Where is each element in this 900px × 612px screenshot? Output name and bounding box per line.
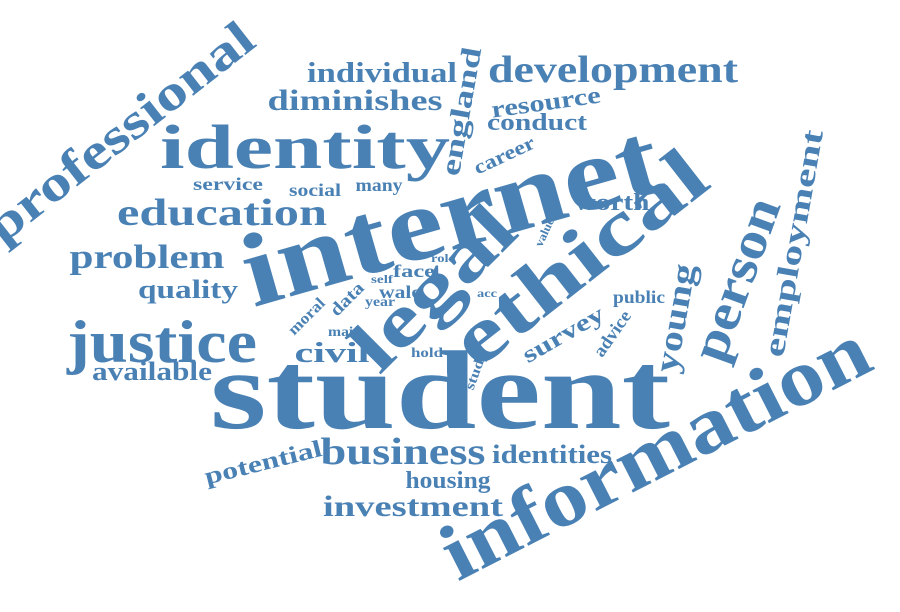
word-housing: housing <box>406 468 491 494</box>
word-year: year <box>365 295 395 310</box>
word-justice: justice <box>66 309 257 375</box>
word-conduct: conduct <box>487 110 587 136</box>
word-many: many <box>356 175 403 195</box>
word-hold: hold <box>411 346 443 361</box>
word-diminishes: diminishes <box>268 84 443 117</box>
word-available: available <box>92 357 212 386</box>
word-self: self <box>371 272 394 286</box>
word-education: education <box>117 192 327 234</box>
word-quality: quality <box>138 275 238 304</box>
word-problem: problem <box>70 239 225 276</box>
word-face: face <box>393 261 435 281</box>
word-service: service <box>193 174 263 194</box>
word-social: social <box>289 180 341 200</box>
word-student: student <box>210 329 670 453</box>
word-worth: worth <box>575 190 650 216</box>
word-individual: individual <box>307 58 457 89</box>
word-business: business <box>321 431 486 473</box>
word-identities: identities <box>492 440 612 469</box>
word-public: public <box>613 287 665 307</box>
word-role: role <box>431 251 456 265</box>
word-development: development <box>488 49 738 91</box>
word-civil: civil <box>295 338 370 369</box>
word-acc: acc <box>477 286 498 300</box>
word-identity: identity <box>160 114 450 182</box>
word-investment: investment <box>323 490 503 523</box>
word-cloud-words: studentinternetinformationethicallegalid… <box>0 9 885 597</box>
word-main: main <box>328 325 362 340</box>
word-wale: wale <box>379 282 421 302</box>
